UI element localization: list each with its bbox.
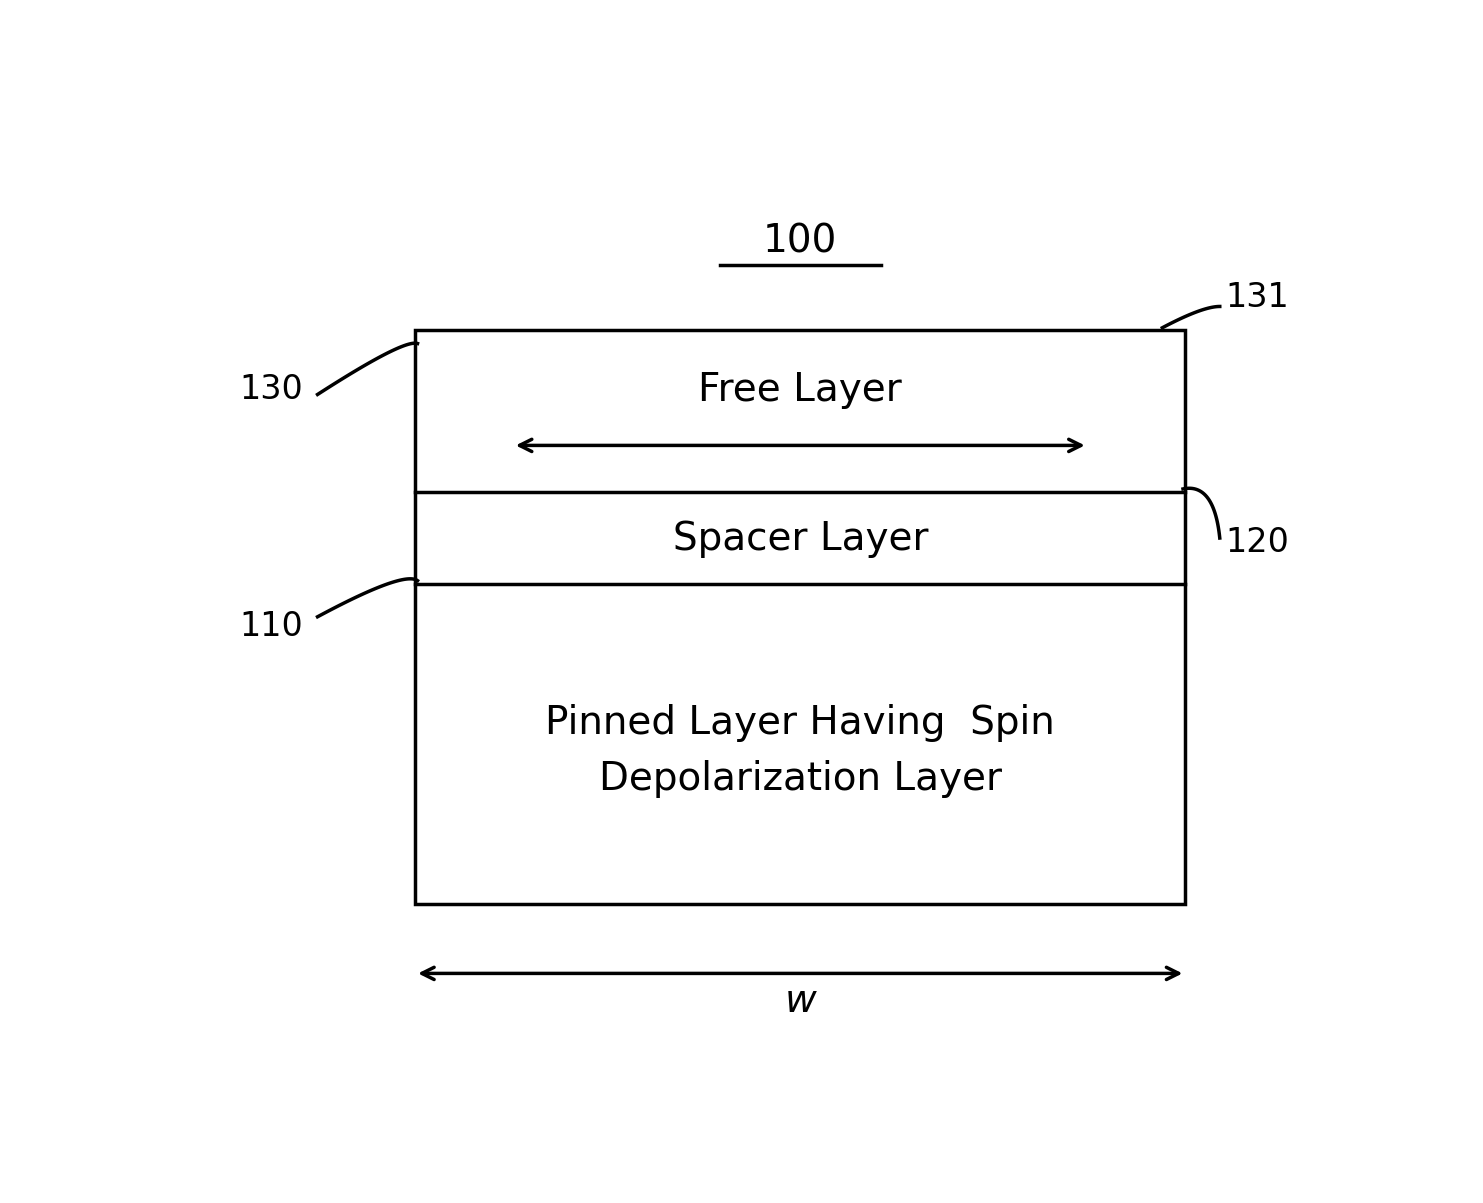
Text: 130: 130 — [240, 373, 304, 407]
Text: Spacer Layer: Spacer Layer — [672, 520, 928, 558]
Text: Free Layer: Free Layer — [698, 371, 902, 409]
Text: w: w — [785, 982, 816, 1020]
Bar — [415, 330, 1185, 903]
Text: Depolarization Layer: Depolarization Layer — [599, 760, 1001, 798]
Text: 131: 131 — [1225, 280, 1289, 314]
Text: 120: 120 — [1225, 526, 1289, 559]
Text: 100: 100 — [764, 223, 838, 260]
Text: 110: 110 — [240, 610, 304, 642]
Text: Pinned Layer Having  Spin: Pinned Layer Having Spin — [546, 704, 1054, 742]
